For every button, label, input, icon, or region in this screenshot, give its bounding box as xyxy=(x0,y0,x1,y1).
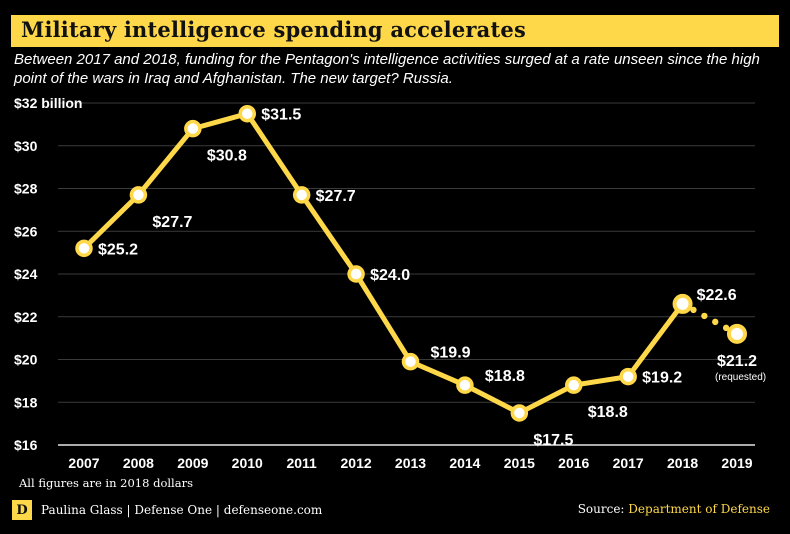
data-label: $24.0 xyxy=(370,267,410,284)
y-tick-label: $30 xyxy=(14,138,38,154)
data-label: $19.9 xyxy=(431,345,471,362)
data-label: $31.5 xyxy=(261,107,301,124)
chart-title: Military intelligence spending accelerat… xyxy=(21,17,526,42)
x-tick-label: 2013 xyxy=(395,455,426,471)
source-line: Source: Department of Defense xyxy=(578,502,770,516)
data-point xyxy=(238,104,256,123)
data-label: $27.7 xyxy=(152,214,192,231)
y-tick-label: $18 xyxy=(14,394,38,410)
x-axis-ticks: 2007 2008 2009 2010 2011 2012 2013 2014 2015 2016… xyxy=(68,455,752,471)
projection-dot xyxy=(722,324,730,332)
x-tick-label: 2014 xyxy=(449,455,480,471)
data-point xyxy=(292,186,311,204)
data-point xyxy=(129,186,148,204)
projection-dot xyxy=(701,312,708,320)
projection-dot xyxy=(690,306,697,314)
series-line-actual xyxy=(81,111,686,416)
x-tick-label: 2009 xyxy=(177,455,208,471)
x-tick-label: 2018 xyxy=(667,455,698,471)
data-label: $25.2 xyxy=(98,241,138,258)
source-name: Department of Defense xyxy=(628,502,770,516)
y-tick-label: $26 xyxy=(14,223,38,239)
x-tick-label: 2007 xyxy=(68,455,99,471)
data-label: $21.2 xyxy=(717,353,757,370)
x-tick-label: 2010 xyxy=(232,455,263,471)
data-point xyxy=(347,265,365,283)
y-tick-label: $22 xyxy=(14,309,38,325)
x-tick-label: 2011 xyxy=(286,455,317,471)
source-prefix: Source: xyxy=(577,502,629,516)
data-label: $18.8 xyxy=(588,404,628,421)
title-banner: Military intelligence spending accelerat… xyxy=(11,15,779,47)
data-point xyxy=(184,119,202,138)
projection-dot xyxy=(712,318,719,326)
data-point xyxy=(75,239,93,258)
x-tick-label: 2019 xyxy=(721,455,752,471)
data-labels: $25.2 $27.7 $30.8 $31.5 $27.7 $24.0 $19.9 $18.8… xyxy=(98,107,766,449)
y-tick-label: $32 billion xyxy=(14,95,82,111)
x-tick-label: 2008 xyxy=(123,455,154,471)
data-point xyxy=(619,367,637,386)
chart-subtitle: Between 2017 and 2018, funding for the P… xyxy=(14,51,760,87)
data-point xyxy=(510,404,529,422)
data-label: $30.8 xyxy=(207,148,247,165)
data-points xyxy=(75,104,747,422)
x-tick-label: 2017 xyxy=(613,455,644,471)
data-point xyxy=(727,323,747,344)
data-point xyxy=(401,352,420,371)
data-point xyxy=(456,376,474,394)
x-tick-label: 2015 xyxy=(504,455,535,471)
gridlines xyxy=(58,102,755,446)
annotation-label: (requested) xyxy=(715,372,766,383)
data-point xyxy=(565,376,583,394)
y-tick-label: $28 xyxy=(14,181,38,197)
credit-text: Paulina Glass | Defense One | defenseone… xyxy=(41,503,323,517)
data-label: $22.6 xyxy=(697,287,737,304)
data-label: $17.5 xyxy=(533,432,573,449)
y-tick-label: $20 xyxy=(14,352,38,368)
y-axis-ticks: $16 $18 $20 $22 $24 $26 $28 $30 $32 billion xyxy=(14,95,82,453)
x-tick-label: 2016 xyxy=(558,455,589,471)
data-label: $18.8 xyxy=(485,368,525,385)
series-line xyxy=(81,111,730,416)
units-note: All figures are in 2018 dollars xyxy=(19,476,193,490)
data-label: $19.2 xyxy=(642,370,682,387)
defense-one-logo-icon: D xyxy=(12,500,32,520)
data-point xyxy=(672,293,693,314)
y-tick-label: $16 xyxy=(14,437,38,453)
credit-line: D Paulina Glass | Defense One | defenseo… xyxy=(12,500,322,520)
x-tick-label: 2012 xyxy=(341,455,372,471)
y-tick-label: $24 xyxy=(14,266,38,282)
data-label: $27.7 xyxy=(316,188,356,205)
